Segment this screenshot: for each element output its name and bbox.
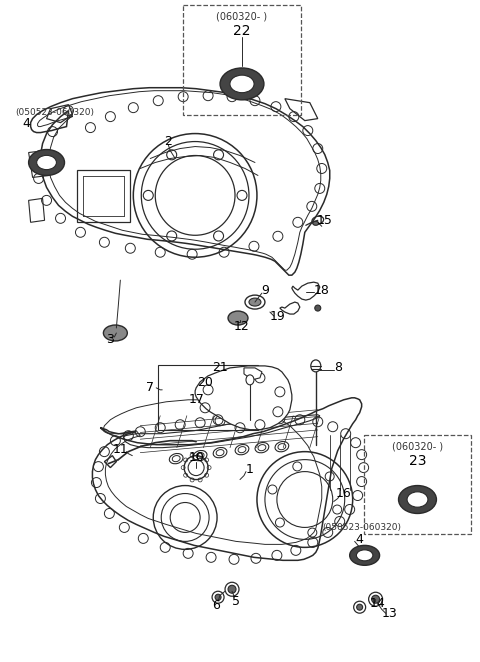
Text: 23: 23 [409, 453, 426, 467]
Text: 8: 8 [334, 361, 342, 375]
Ellipse shape [228, 311, 248, 325]
Text: 21: 21 [212, 361, 228, 375]
Ellipse shape [350, 545, 380, 565]
Ellipse shape [315, 305, 321, 311]
Ellipse shape [29, 150, 64, 175]
Text: 6: 6 [212, 598, 220, 612]
Text: (060320- ): (060320- ) [392, 442, 443, 451]
Text: (060320- ): (060320- ) [216, 12, 267, 22]
Ellipse shape [249, 298, 261, 306]
Bar [364, 435, 471, 534]
Text: 9: 9 [261, 283, 269, 297]
Text: 12: 12 [234, 320, 250, 332]
Text: 3: 3 [107, 334, 114, 346]
Ellipse shape [228, 585, 236, 593]
Ellipse shape [230, 75, 254, 93]
Text: 1: 1 [246, 463, 254, 476]
Text: 15: 15 [317, 214, 333, 227]
Text: (050523-060320): (050523-060320) [322, 523, 401, 532]
Ellipse shape [398, 485, 436, 514]
Ellipse shape [357, 604, 363, 610]
Text: 22: 22 [233, 24, 251, 38]
Ellipse shape [103, 325, 127, 341]
Ellipse shape [220, 68, 264, 100]
Polygon shape [244, 368, 262, 380]
Text: 16: 16 [336, 487, 351, 500]
Ellipse shape [246, 375, 254, 385]
Text: (050523-060320): (050523-060320) [16, 108, 95, 117]
Text: 19: 19 [270, 310, 286, 322]
Text: 11: 11 [112, 443, 128, 456]
Polygon shape [195, 366, 292, 430]
Text: 4: 4 [356, 533, 363, 546]
Text: 13: 13 [382, 606, 397, 620]
Text: 17: 17 [188, 393, 204, 406]
Ellipse shape [407, 492, 428, 507]
Text: 20: 20 [197, 377, 213, 389]
Ellipse shape [372, 595, 380, 603]
Bar [183, 5, 301, 115]
Ellipse shape [215, 594, 221, 600]
Text: 18: 18 [314, 283, 330, 297]
Text: 14: 14 [370, 596, 385, 610]
Text: 5: 5 [232, 594, 240, 608]
Text: 2: 2 [164, 135, 172, 148]
Text: 7: 7 [146, 381, 154, 395]
Ellipse shape [357, 550, 373, 561]
Ellipse shape [36, 156, 57, 169]
Ellipse shape [313, 221, 319, 225]
Ellipse shape [311, 360, 321, 372]
Text: 10: 10 [188, 451, 204, 464]
Text: 4: 4 [23, 117, 31, 130]
